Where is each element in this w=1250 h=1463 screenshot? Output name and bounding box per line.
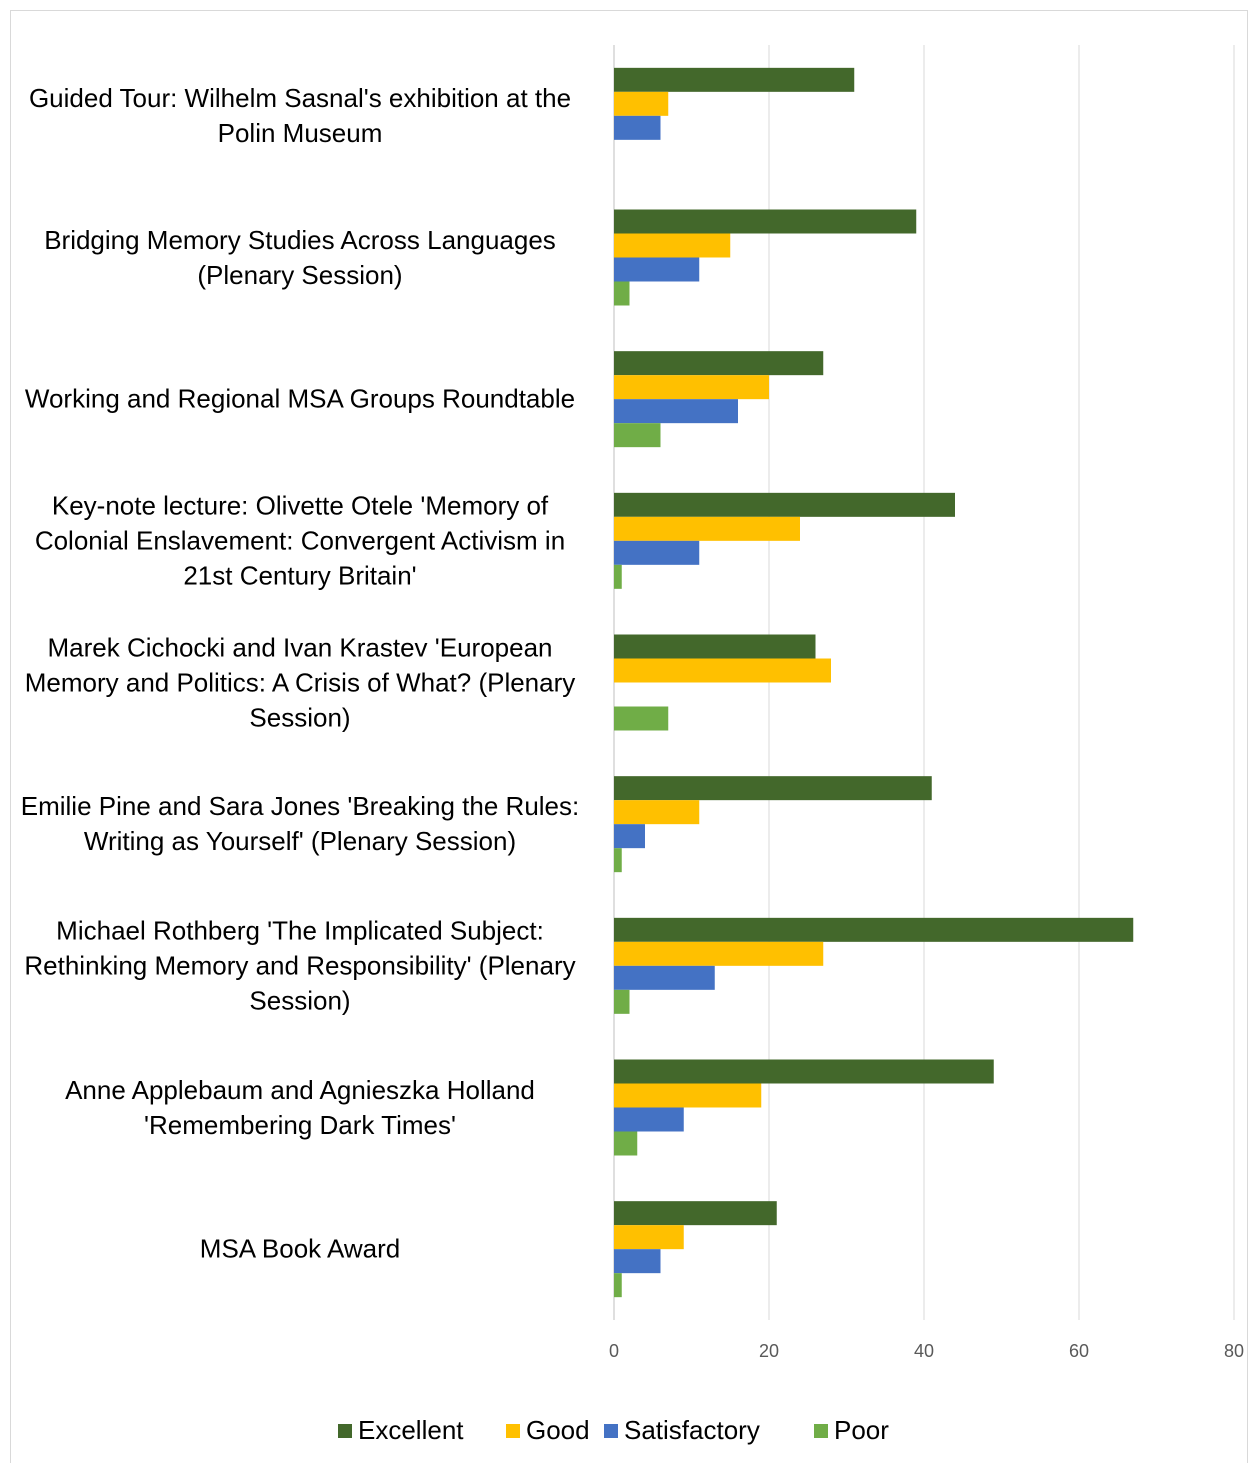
bar (614, 67, 855, 92)
y-tick-label: Emilie Pine and Sara Jones 'Breaking the… (20, 791, 580, 857)
bar (614, 917, 1134, 942)
bar (614, 351, 824, 376)
legend-label: Excellent (358, 1415, 464, 1445)
y-tick-label: Key-note lecture: Olivette Otele 'Memory… (34, 490, 566, 591)
bar (614, 209, 917, 234)
bar (614, 1059, 994, 1084)
y-tick-label: Michael Rothberg 'The Implicated Subject… (24, 915, 576, 1016)
bar (614, 281, 630, 306)
y-tick-label: Working and Regional MSA Groups Roundtab… (24, 383, 576, 414)
bar (614, 1201, 777, 1226)
bar (614, 399, 738, 424)
bar (614, 257, 700, 282)
bar (614, 776, 932, 801)
x-tick-label: 0 (609, 1341, 619, 1361)
bar (614, 1225, 684, 1250)
bar (614, 1131, 638, 1156)
legend-swatch (506, 1424, 520, 1438)
bar (614, 1083, 762, 1108)
bar (614, 423, 661, 448)
bar (614, 91, 669, 116)
bar (614, 1107, 684, 1132)
y-tick-label: MSA Book Award (199, 1233, 401, 1264)
y-tick-label: Guided Tour: Wilhelm Sasnal's exhibition… (28, 82, 572, 148)
legend-label: Poor (834, 1415, 889, 1445)
legend-label: Good (526, 1415, 590, 1445)
bar (614, 965, 715, 990)
bar (614, 848, 622, 873)
chart-border (10, 10, 1248, 1463)
bar (614, 233, 731, 258)
x-tick-label: 60 (1069, 1341, 1089, 1361)
bar (614, 634, 816, 659)
bar (614, 540, 700, 565)
bar (614, 492, 955, 517)
bar (614, 375, 769, 400)
x-tick-label: 20 (759, 1341, 779, 1361)
bar (614, 1273, 622, 1298)
legend-swatch (814, 1424, 828, 1438)
bar (614, 706, 669, 731)
legend-swatch (604, 1424, 618, 1438)
bar (614, 564, 622, 589)
bar (614, 115, 661, 140)
bar (614, 516, 800, 541)
legend-swatch (338, 1424, 352, 1438)
bar (614, 658, 831, 683)
bar (614, 824, 645, 849)
x-tick-label: 40 (914, 1341, 934, 1361)
bar (614, 989, 630, 1014)
bar (614, 800, 700, 825)
y-tick-label: Bridging Memory Studies Across Languages… (44, 224, 556, 290)
y-tick-label: Marek Cichocki and Ivan Krastev 'Europea… (24, 632, 576, 732)
x-tick-label: 80 (1224, 1341, 1244, 1361)
bar (614, 941, 824, 966)
bar (614, 1249, 661, 1274)
legend-label: Satisfactory (624, 1415, 760, 1445)
y-tick-label: Anne Applebaum and Agnieszka Holland 'Re… (65, 1074, 535, 1140)
